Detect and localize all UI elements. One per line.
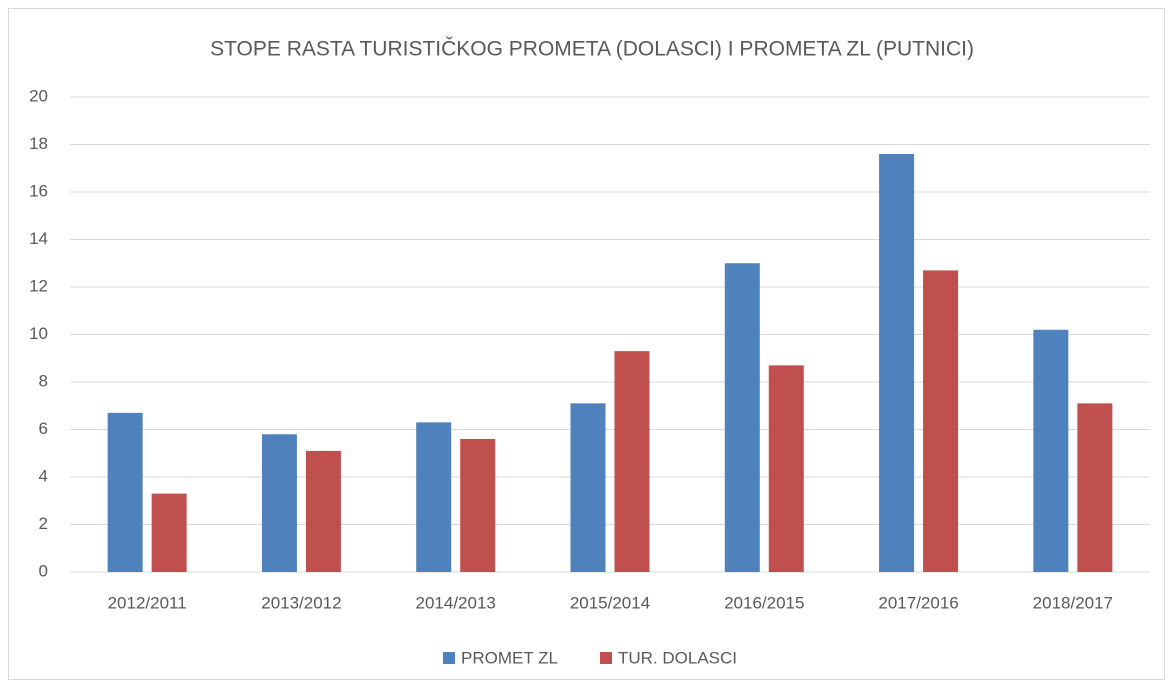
y-tick-label: 0 [39,561,48,580]
y-tick-label: 14 [29,229,48,248]
bar [879,154,915,572]
bar [768,365,804,572]
x-tick-label: 2018/2017 [1033,593,1113,612]
bar [1077,403,1113,572]
x-tick-label: 2016/2015 [724,593,804,612]
bar [724,263,760,572]
x-tick-label: 2015/2014 [570,593,650,612]
bar [1033,329,1069,572]
x-tick-label: 2014/2013 [416,593,496,612]
chart-title: STOPE RASTA TURISTIČKOG PROMETA (DOLASCI… [210,38,974,61]
y-tick-label: 8 [39,371,48,390]
y-tick-label: 2 [39,514,48,533]
bar [570,403,606,572]
bar [107,412,143,572]
y-tick-label: 6 [39,419,48,438]
bar [151,493,187,572]
y-tick-label: 16 [29,181,48,200]
bar [923,270,959,572]
legend-label: PROMET ZL [461,648,558,667]
bar [416,422,452,572]
chart-border [8,8,1165,680]
x-tick-label: 2017/2016 [878,593,958,612]
y-tick-label: 12 [29,276,48,295]
y-tick-label: 20 [29,86,48,105]
legend-label: TUR. DOLASCI [618,648,737,667]
bar [305,450,341,572]
x-tick-label: 2012/2011 [108,593,187,612]
bar [614,351,650,572]
bar [460,439,496,572]
bar [261,434,297,572]
x-tick-label: 2013/2012 [261,593,341,612]
legend-swatch [443,652,455,664]
y-tick-label: 10 [29,324,48,343]
legend-swatch [600,652,612,664]
y-tick-label: 4 [39,466,48,485]
y-tick-label: 18 [29,134,48,153]
